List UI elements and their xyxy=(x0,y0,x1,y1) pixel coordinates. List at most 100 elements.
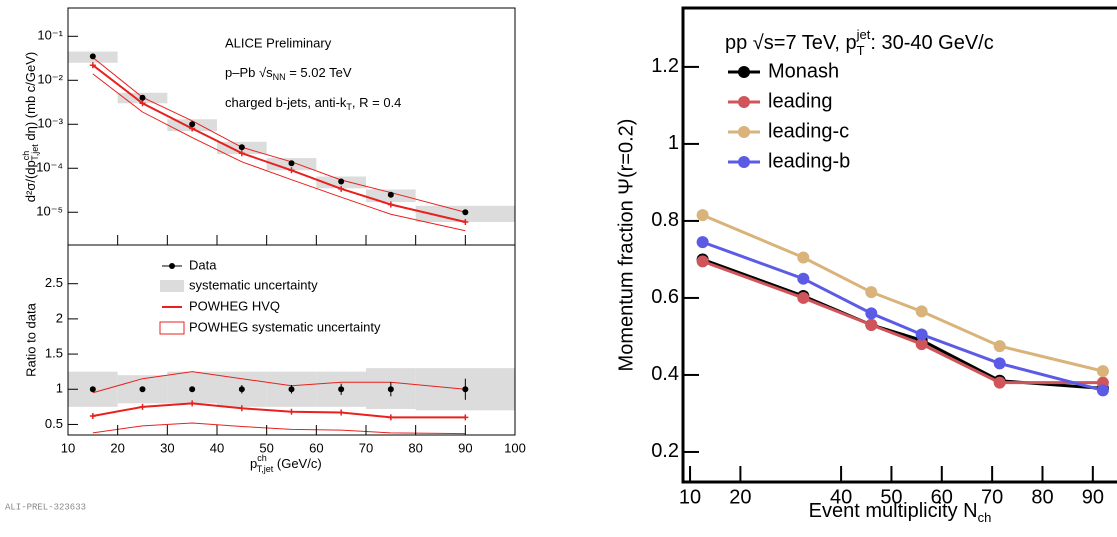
legend-label: POWHEG systematic uncertainty xyxy=(189,319,381,334)
powheg-marker xyxy=(387,201,394,208)
series-marker xyxy=(993,376,1006,389)
legend-symbol xyxy=(738,66,750,78)
data-point xyxy=(387,191,394,198)
x-axis-label: Event multiplicity Nch xyxy=(809,500,992,525)
y-tick-label: 2 xyxy=(56,310,63,325)
series-marker xyxy=(696,255,709,268)
legend-label: POWHEG HVQ xyxy=(189,298,280,313)
y-axis-label: Momentum fraction Ψ(r=0.2) xyxy=(615,119,637,372)
series-marker xyxy=(915,305,928,318)
y-tick-label: 1.5 xyxy=(45,346,63,361)
series-marker xyxy=(865,286,878,299)
series-marker xyxy=(865,318,878,331)
data-point xyxy=(89,53,96,60)
x-tick-label: 90 xyxy=(458,440,472,455)
y-tick-label: 10⁻⁵ xyxy=(36,204,63,219)
legend-symbol xyxy=(169,263,175,269)
x-tick-label: 90 xyxy=(1082,486,1104,508)
data-point xyxy=(139,386,146,393)
series-line xyxy=(702,259,1103,385)
annotation: charged b-jets, anti-kT, R = 0.4 xyxy=(225,95,401,112)
x-tick-label: 50 xyxy=(880,486,902,508)
data-point xyxy=(139,94,146,101)
y-tick-label: 1 xyxy=(56,381,63,396)
x-tick-label: 60 xyxy=(931,486,953,508)
series-marker xyxy=(797,272,810,285)
x-tick-label: 40 xyxy=(830,486,852,508)
y-tick-label: 2.5 xyxy=(45,275,63,290)
y-tick-label: 10⁻¹ xyxy=(37,28,63,43)
series-marker xyxy=(1096,365,1109,378)
data-point xyxy=(189,121,196,128)
series-marker xyxy=(696,236,709,249)
powheg-band-low xyxy=(92,73,466,232)
legend-label: Monash xyxy=(768,60,839,82)
x-tick-label: 70 xyxy=(981,486,1003,508)
legend-label: leading-c xyxy=(768,120,849,142)
annotation: pp √s=7 TeV, pTjet: 30-40 GeV/c xyxy=(725,27,994,58)
powheg-band-high xyxy=(92,371,466,394)
y-tick-label: 1.2 xyxy=(651,55,679,77)
x-tick-label: 20 xyxy=(110,440,124,455)
powheg-marker xyxy=(139,403,146,410)
x-tick-label: 60 xyxy=(309,440,323,455)
series-marker xyxy=(797,251,810,264)
footnote: ALI-PREL-323633 xyxy=(5,502,86,512)
data-point xyxy=(462,209,469,216)
y-tick-label: 0.4 xyxy=(651,363,679,385)
series-marker xyxy=(797,291,810,304)
y-tick-label: 1 xyxy=(668,132,679,154)
series-marker xyxy=(993,340,1006,353)
legend-label: Data xyxy=(189,257,217,272)
powheg-band-high xyxy=(92,57,466,213)
legend-symbol xyxy=(738,96,750,108)
series-marker xyxy=(1096,384,1109,397)
series-marker xyxy=(993,357,1006,370)
powheg-marker xyxy=(387,414,394,421)
powheg-marker xyxy=(89,413,96,419)
powheg-line xyxy=(92,64,466,223)
legend-symbol xyxy=(738,126,750,138)
data-point xyxy=(387,386,394,393)
x-tick-label: 20 xyxy=(729,486,751,508)
powheg-marker xyxy=(89,62,96,69)
data-point xyxy=(189,386,196,393)
annotation: ALICE Preliminary xyxy=(225,35,332,50)
legend-label: leading xyxy=(768,90,833,112)
y-tick-label: 0.2 xyxy=(651,440,679,462)
powheg-marker xyxy=(288,408,295,415)
data-point xyxy=(238,144,245,151)
plot-frame xyxy=(67,244,516,436)
powheg-marker xyxy=(338,185,345,192)
series-line xyxy=(702,258,1104,390)
x-tick-label: 80 xyxy=(1031,486,1053,508)
powheg-marker xyxy=(462,414,469,421)
series-marker xyxy=(865,307,878,320)
data-point xyxy=(288,386,295,393)
legend-label: systematic uncertainty xyxy=(189,277,318,292)
x-tick-label: 100 xyxy=(504,440,526,455)
powheg-marker xyxy=(288,167,295,174)
data-point xyxy=(89,386,96,393)
x-tick-label: 10 xyxy=(61,440,75,455)
series-marker xyxy=(696,209,709,222)
data-point xyxy=(462,386,469,393)
legend-symbol xyxy=(159,321,185,335)
series-marker xyxy=(915,328,928,341)
y-axis-label: Ratio to data xyxy=(23,302,38,376)
x-tick-label: 50 xyxy=(259,440,273,455)
powheg-marker xyxy=(338,409,345,416)
data-point xyxy=(238,386,245,393)
y-tick-label: 10⁻² xyxy=(37,72,63,87)
legend-symbol xyxy=(160,280,184,292)
y-tick-label: 0.5 xyxy=(45,416,63,431)
x-tick-label: 70 xyxy=(359,440,373,455)
data-point xyxy=(338,178,345,185)
series-line xyxy=(702,240,1104,392)
x-tick-label: 30 xyxy=(160,440,174,455)
legend-symbol xyxy=(738,156,750,168)
x-axis-label: pch T,jet (GeV/c) xyxy=(250,453,322,474)
x-tick-label: 10 xyxy=(679,486,701,508)
y-tick-label: 10⁻⁴ xyxy=(36,160,63,175)
